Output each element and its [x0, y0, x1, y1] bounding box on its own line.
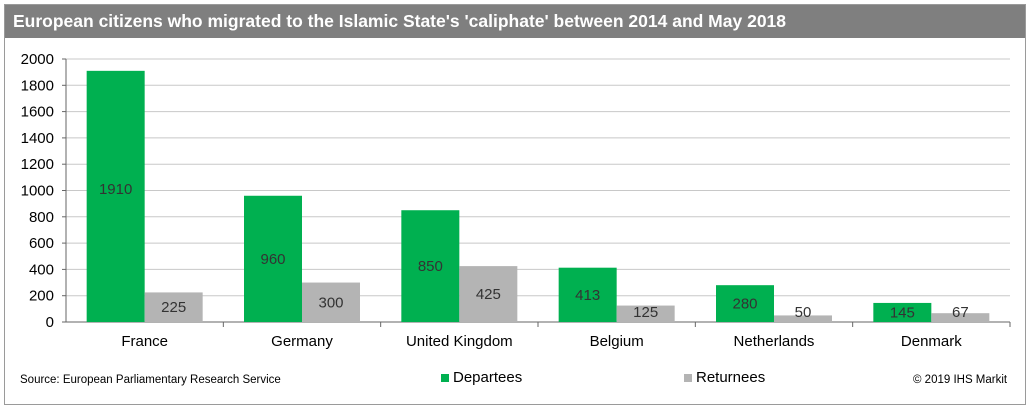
data-label: 960	[260, 251, 285, 268]
y-tick-label: 400	[29, 261, 54, 278]
legend-swatch-departees	[441, 373, 449, 382]
legend-label-returnees: Returnees	[696, 369, 766, 386]
x-tick-label: United Kingdom	[406, 333, 513, 350]
data-label: 125	[633, 304, 658, 321]
y-tick-label: 1000	[21, 183, 54, 200]
y-tick-label: 2000	[21, 51, 54, 68]
legend-swatch-returnees	[684, 373, 692, 382]
data-label: 850	[418, 258, 443, 275]
data-label: 413	[575, 287, 600, 304]
bar-departees	[716, 285, 774, 322]
data-label: 50	[795, 304, 812, 321]
y-tick-label: 1200	[21, 156, 54, 173]
legend-returnees: Returnees	[684, 369, 765, 386]
bar-returnees	[302, 282, 360, 322]
data-label: 300	[318, 294, 343, 311]
title-bar: European citizens who migrated to the Is…	[5, 5, 1025, 38]
data-label: 225	[161, 299, 186, 316]
bar-returnees	[616, 305, 675, 322]
y-tick-label: 1800	[21, 77, 54, 94]
legend-label-departees: Departees	[453, 369, 523, 386]
x-tick-label: Denmark	[901, 333, 962, 350]
copyright-note: © 2019 IHS Markit	[913, 374, 1008, 386]
data-label: 1910	[99, 181, 132, 198]
legend-departees: Departees	[441, 369, 522, 386]
data-label: 280	[732, 296, 757, 313]
y-tick-label: 1400	[21, 130, 54, 147]
chart-title: European citizens who migrated to the Is…	[13, 11, 787, 31]
bar-returnees	[459, 266, 518, 322]
bar-departees	[244, 195, 302, 322]
source-note: Source: European Parliamentary Research …	[20, 374, 281, 386]
bar-returnees	[931, 313, 990, 322]
bar-departees	[558, 267, 617, 322]
data-label: 67	[952, 304, 969, 321]
y-tick-label: 0	[46, 314, 54, 331]
bar-departees	[873, 302, 932, 322]
bar-departees	[86, 70, 145, 323]
bar-departees	[401, 210, 460, 322]
chart-frame: European citizens who migrated to the Is…	[4, 4, 1026, 405]
data-label: 425	[476, 286, 501, 303]
x-tick-label: Belgium	[590, 333, 644, 350]
y-tick-label: 600	[29, 235, 54, 252]
bar-returnees	[144, 292, 203, 322]
x-tick-label: Netherlands	[734, 333, 815, 350]
y-tick-label: 800	[29, 209, 54, 226]
x-tick-label: France	[121, 333, 168, 350]
bar-returnees	[774, 315, 832, 322]
y-tick-label: 200	[29, 288, 54, 305]
x-tick-label: Germany	[271, 333, 333, 350]
data-label: 145	[890, 304, 915, 321]
y-tick-label: 1600	[21, 104, 54, 121]
